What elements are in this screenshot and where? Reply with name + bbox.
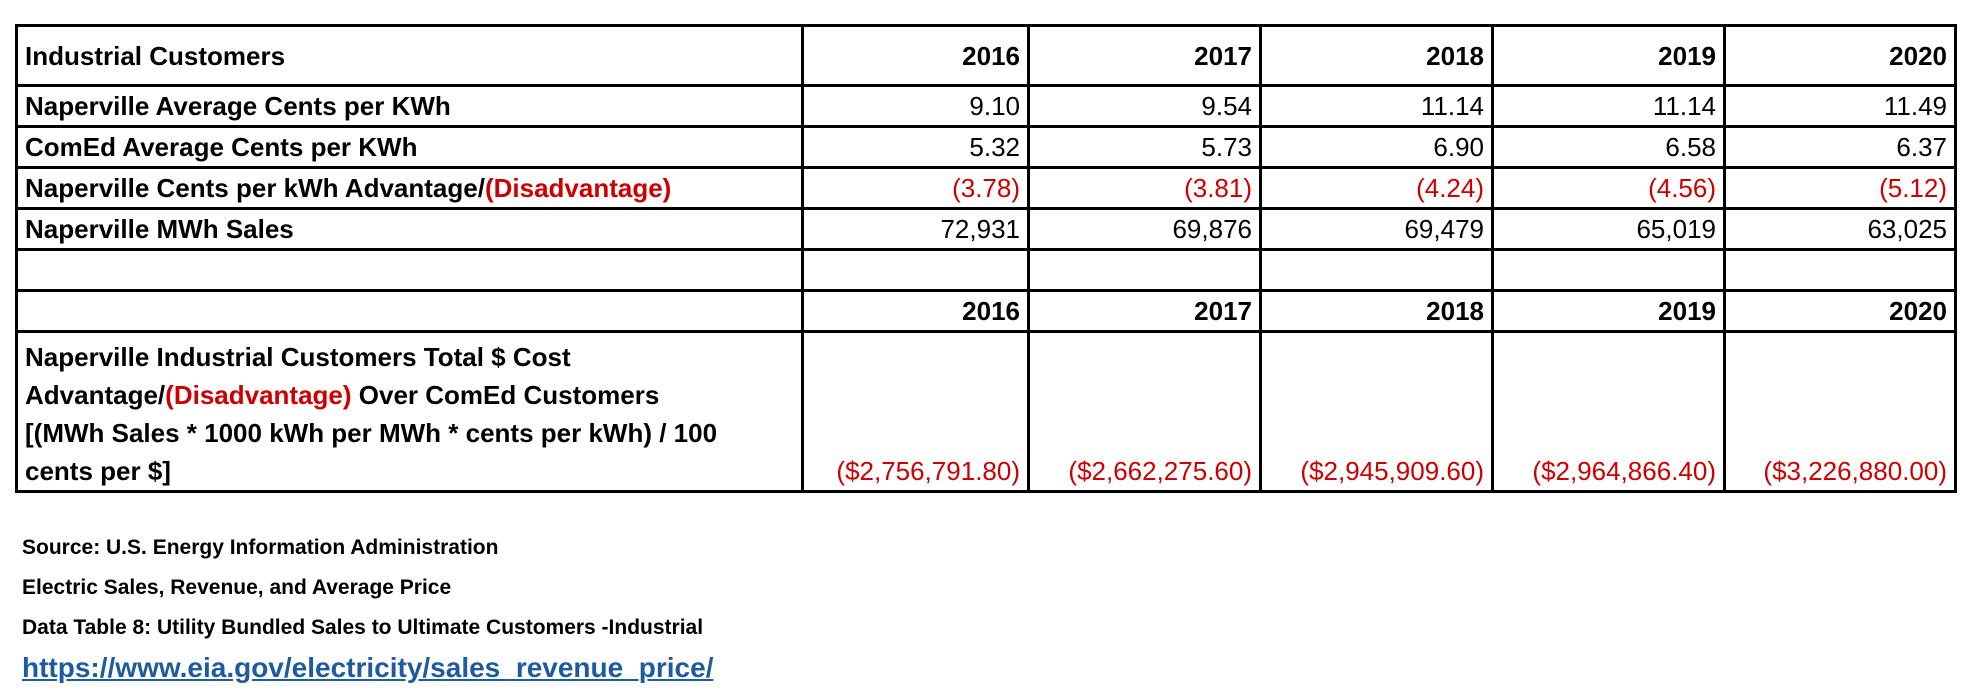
year-header-2016: 2016: [801, 24, 1030, 87]
source-line: Data Table 8: Utility Bundled Sales to U…: [22, 616, 704, 639]
source-footer: Source: U.S. Energy Information Administ…: [22, 528, 713, 688]
table-cell: (4.56): [1491, 166, 1726, 210]
table-cell: 5.32: [801, 125, 1030, 169]
empty-cell: [15, 248, 804, 292]
industrial-customers-table: Industrial Customers 2016 2017 2018 2019…: [15, 24, 1957, 493]
table-row-empty: [15, 248, 1957, 292]
year-header-2018: 2018: [1259, 289, 1494, 333]
table-cell: 5.73: [1027, 125, 1262, 169]
table-cell: 6.37: [1723, 125, 1957, 169]
year-header-2019: 2019: [1491, 24, 1726, 87]
table-cell: 69,876: [1027, 207, 1262, 251]
year-header-row-2: 2016 2017 2018 2019 2020: [15, 289, 1957, 333]
year-header-2017: 2017: [1027, 289, 1262, 333]
table-title: Industrial Customers: [15, 24, 804, 87]
table-cell: 11.49: [1723, 84, 1957, 128]
source-line: Source: U.S. Energy Information Administ…: [22, 536, 499, 559]
table-cell: 11.14: [1259, 84, 1494, 128]
label-line: [(MWh Sales * 1000 kWh per MWh * cents p…: [25, 418, 718, 448]
table-cell: ($2,945,909.60): [1259, 330, 1494, 493]
row-label: Naperville Average Cents per KWh: [15, 84, 804, 128]
table-cell: 9.10: [801, 84, 1030, 128]
empty-cell: [15, 289, 804, 333]
table-row-comed-cents: ComEd Average Cents per KWh 5.32 5.73 6.…: [15, 125, 1957, 169]
row-label: Naperville MWh Sales: [15, 207, 804, 251]
table-cell: 9.54: [1027, 84, 1262, 128]
source-line: Electric Sales, Revenue, and Average Pri…: [22, 576, 452, 599]
table-cell: 72,931: [801, 207, 1030, 251]
empty-cell: [801, 248, 1030, 292]
year-header-2020: 2020: [1723, 289, 1957, 333]
label-line: cents per $]: [25, 456, 171, 486]
table-cell: ($2,756,791.80): [801, 330, 1030, 493]
table-row-total-cost: Naperville Industrial Customers Total $ …: [15, 330, 1957, 493]
table-cell: 11.14: [1491, 84, 1726, 128]
table-cell: 65,019: [1491, 207, 1726, 251]
table-cell: (3.81): [1027, 166, 1262, 210]
table-cell: (5.12): [1723, 166, 1957, 210]
year-header-2016: 2016: [801, 289, 1030, 333]
disadvantage-label: (Disadvantage): [165, 380, 352, 410]
eia-source-link[interactable]: https://www.eia.gov/electricity/sales_re…: [22, 652, 714, 683]
empty-cell: [1027, 248, 1262, 292]
table-cell: 6.58: [1491, 125, 1726, 169]
row-label: ComEd Average Cents per KWh: [15, 125, 804, 169]
table-row-mwh-sales: Naperville MWh Sales 72,931 69,876 69,47…: [15, 207, 1957, 251]
label-line: Naperville Industrial Customers Total $ …: [25, 342, 571, 372]
total-cost-label: Naperville Industrial Customers Total $ …: [15, 330, 804, 493]
disadvantage-label: (Disadvantage): [484, 173, 672, 203]
empty-cell: [1259, 248, 1494, 292]
table-cell: ($2,662,275.60): [1027, 330, 1262, 493]
label-line: Advantage/: [25, 380, 166, 410]
year-header-2018: 2018: [1259, 24, 1494, 87]
table-cell: (4.24): [1259, 166, 1494, 210]
table-cell: ($3,226,880.00): [1723, 330, 1957, 493]
table-cell: ($2,964,866.40): [1491, 330, 1726, 493]
table-row-cents-advantage: Naperville Cents per kWh Advantage/(Disa…: [15, 166, 1957, 210]
label-line: Over ComEd Customers: [351, 380, 660, 410]
table-cell: 63,025: [1723, 207, 1957, 251]
empty-cell: [1491, 248, 1726, 292]
table-row-naperville-cents: Naperville Average Cents per KWh 9.10 9.…: [15, 84, 1957, 128]
year-header-2019: 2019: [1491, 289, 1726, 333]
table-cell: (3.78): [801, 166, 1030, 210]
row-label-text: Naperville Cents per kWh Advantage/: [25, 173, 485, 203]
header-row: Industrial Customers 2016 2017 2018 2019…: [15, 24, 1957, 87]
year-header-2020: 2020: [1723, 24, 1957, 87]
row-label: Naperville Cents per kWh Advantage/(Disa…: [15, 166, 804, 210]
table-cell: 69,479: [1259, 207, 1494, 251]
table-cell: 6.90: [1259, 125, 1494, 169]
empty-cell: [1723, 248, 1957, 292]
year-header-2017: 2017: [1027, 24, 1262, 87]
